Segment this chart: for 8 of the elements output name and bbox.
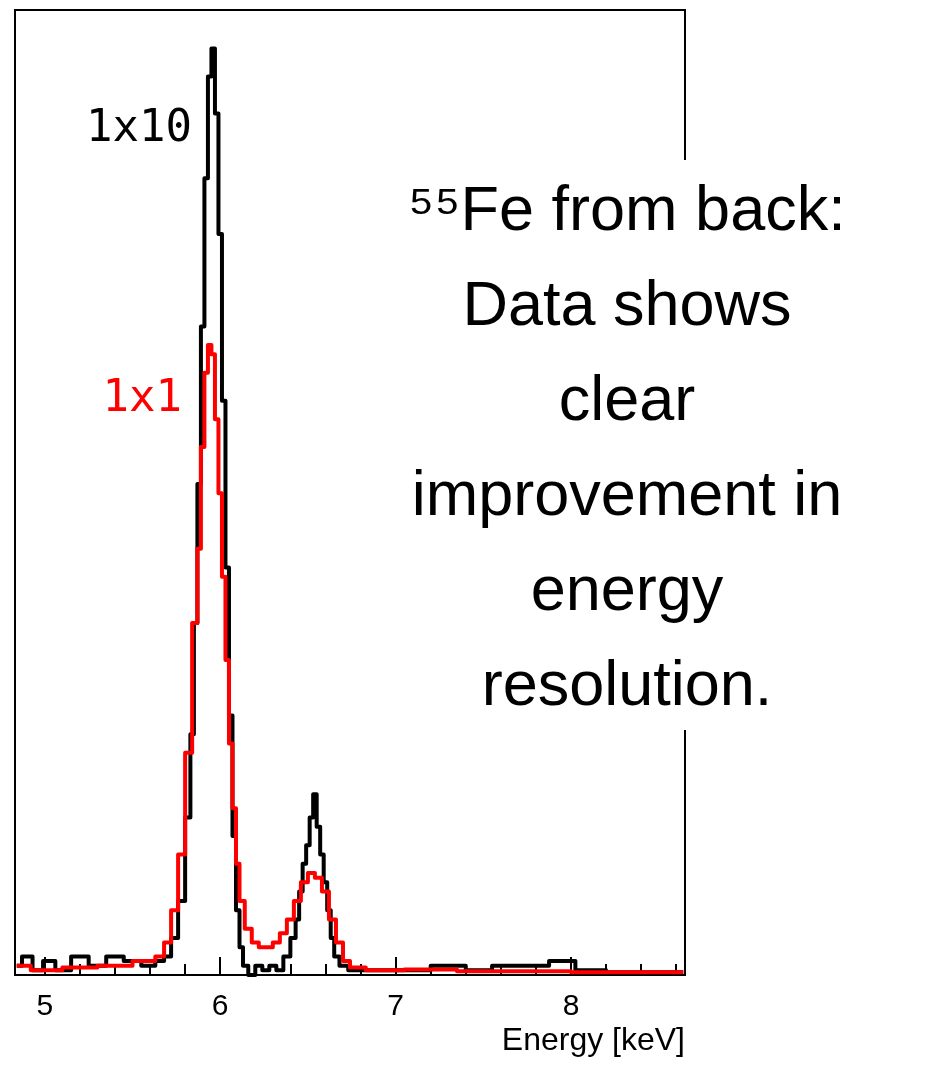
series-label: 1x1	[102, 369, 182, 421]
series-label: 1x10	[86, 99, 192, 151]
x-tick-label: 7	[387, 987, 404, 1021]
x-axis-title: Energy [keV]	[501, 1021, 685, 1057]
x-tick-label: 6	[211, 987, 229, 1021]
x-tick-label: 8	[562, 987, 580, 1021]
annotation: ⁵⁵Fe from back: Data shows clear improvement in energy resolution.	[408, 172, 846, 718]
x-tick-label: 5	[36, 987, 54, 1021]
